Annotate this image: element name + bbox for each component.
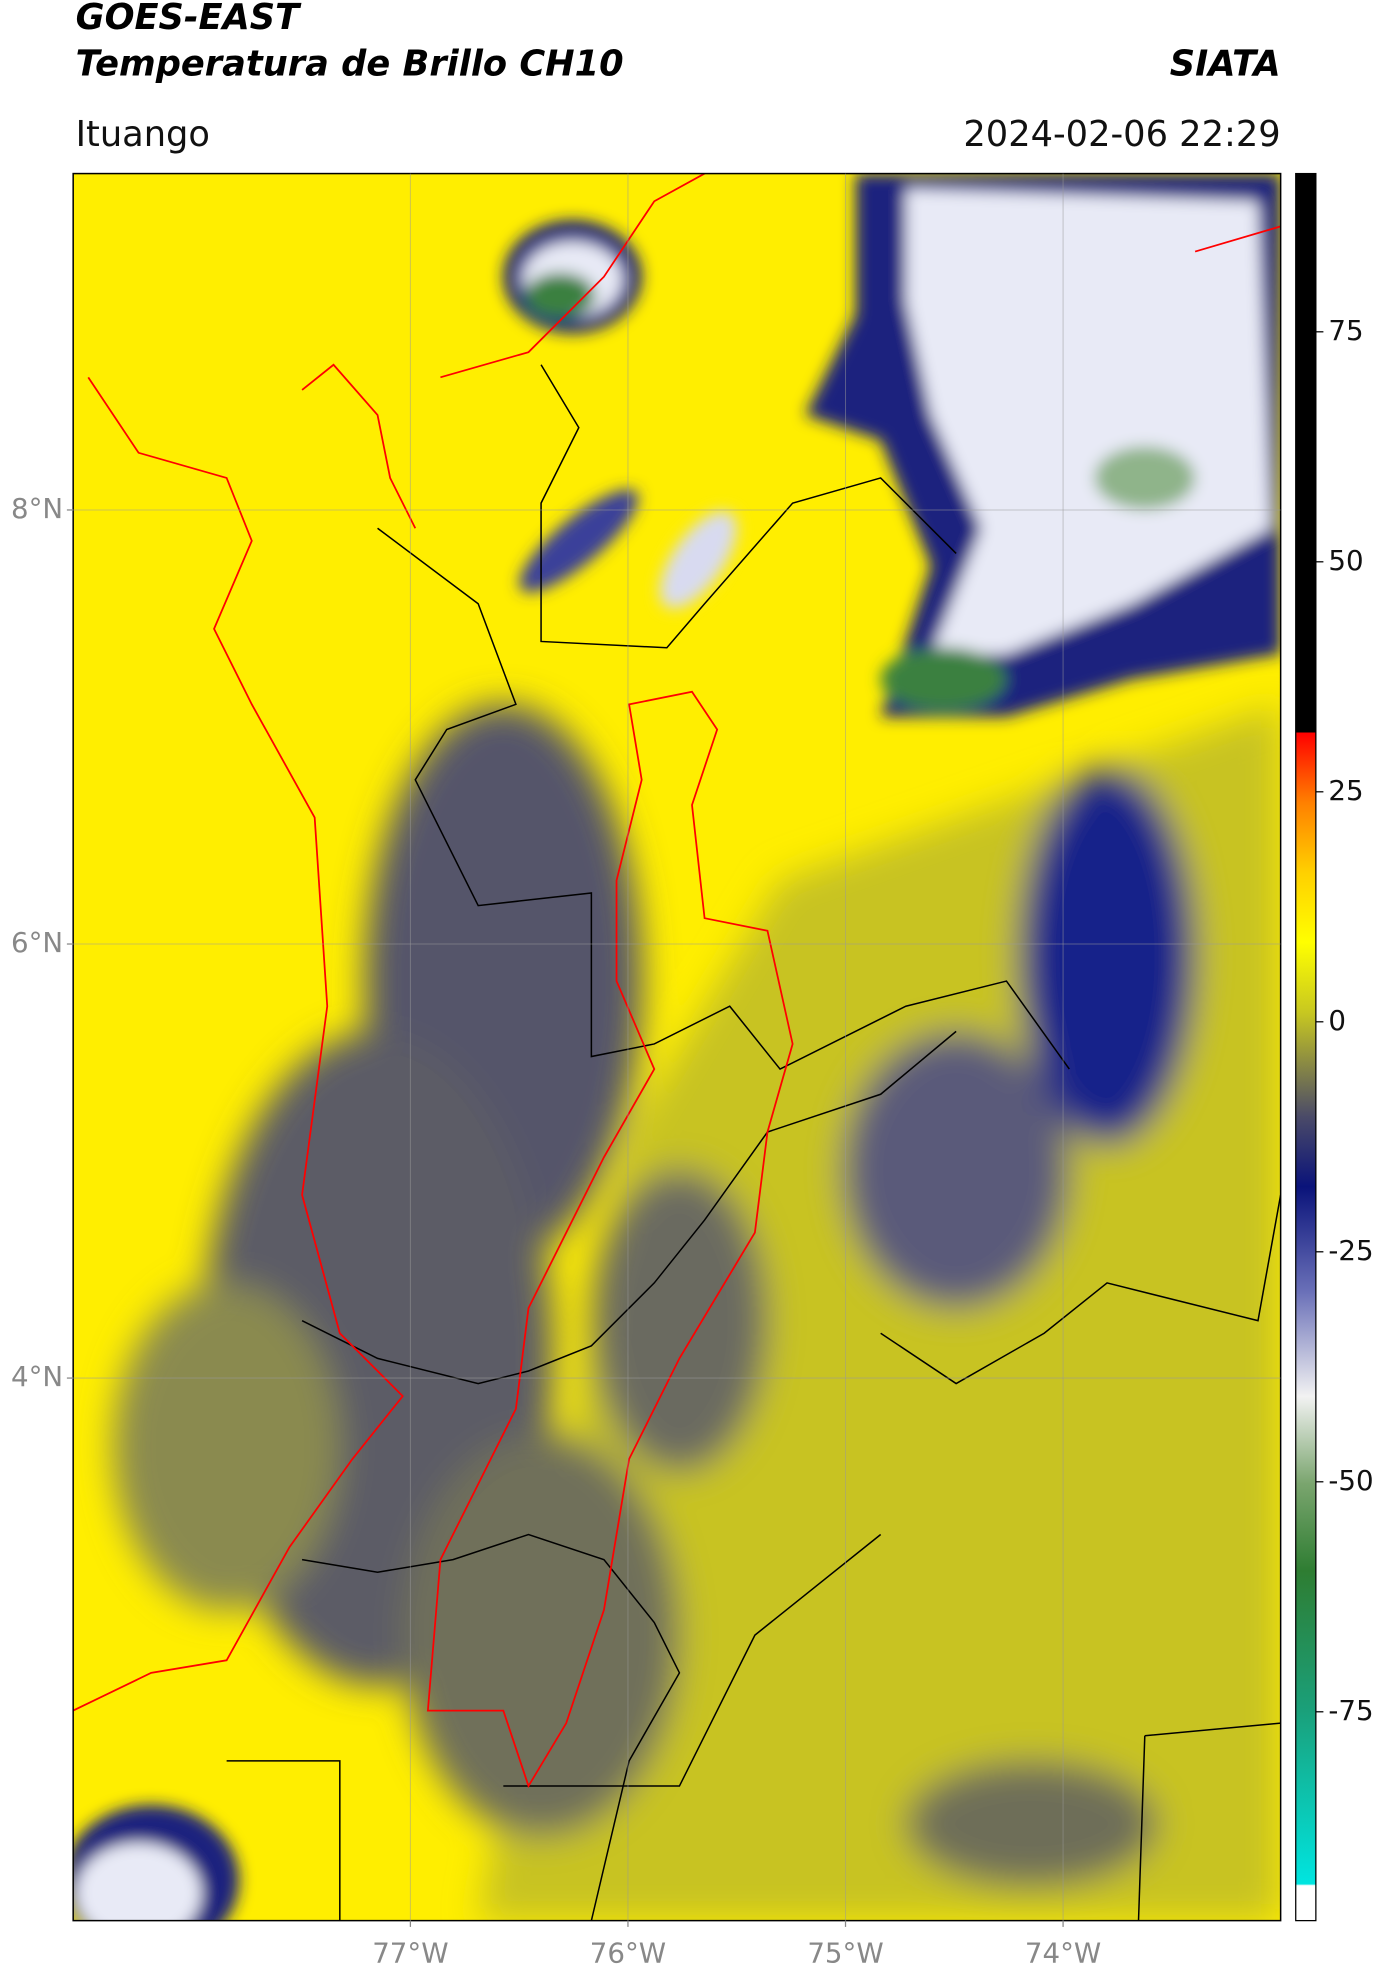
datetime-label: 2024-02-06 22:29	[963, 114, 1280, 155]
colorbar-tick-label: 25	[1328, 774, 1363, 807]
x-tick-label: 77°W	[372, 1937, 448, 1970]
satellite-image	[73, 173, 1281, 1921]
colorbar-tick-label: -75	[1328, 1694, 1373, 1727]
x-tick-label: 74°W	[1025, 1937, 1101, 1970]
y-tick-label: 8°N	[11, 492, 63, 525]
colorbar	[1295, 172, 1317, 1922]
colorbar-tick-label: -25	[1328, 1234, 1373, 1267]
y-tick-label: 6°N	[11, 926, 63, 959]
colorbar-tick-label: 50	[1328, 544, 1363, 577]
agency-label: SIATA	[1170, 43, 1281, 84]
x-tick-label: 75°W	[807, 1937, 883, 1970]
x-tick-label: 76°W	[590, 1937, 666, 1970]
colorbar-tick-label: 75	[1328, 314, 1363, 347]
colorbar-tick-label: 0	[1328, 1004, 1346, 1037]
colorbar-tick-label: -50	[1328, 1464, 1373, 1497]
y-tick-label: 4°N	[11, 1360, 63, 1393]
satellite-title: GOES-EAST	[76, 0, 302, 38]
product-title: Temperatura de Brillo CH10	[76, 43, 624, 84]
location-label: Ituango	[76, 114, 210, 155]
map-frame	[72, 172, 1282, 1922]
